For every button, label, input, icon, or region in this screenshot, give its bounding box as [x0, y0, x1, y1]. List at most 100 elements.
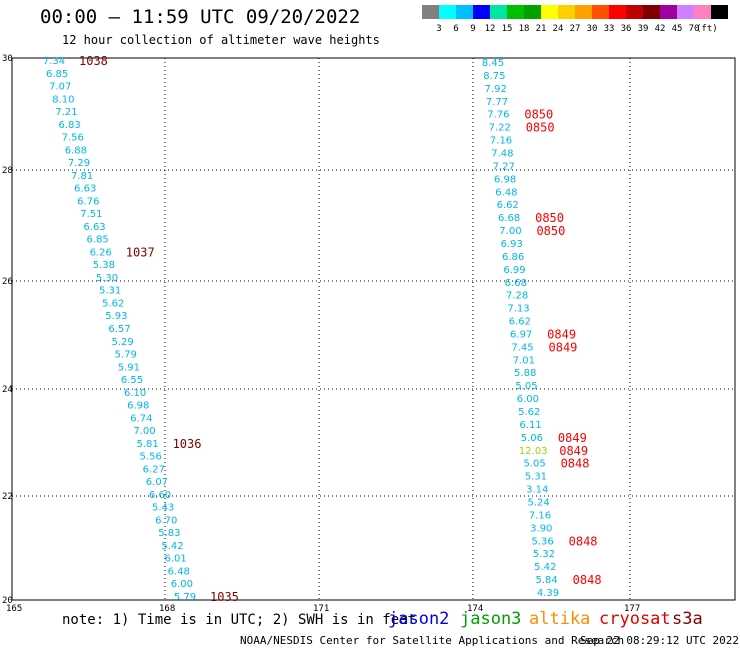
- lon-tick-label: 165: [6, 604, 22, 614]
- swh-label: 7.28: [506, 291, 528, 302]
- time-label: 0849: [549, 340, 578, 354]
- swh-label: 5.43: [152, 503, 174, 514]
- swh-label: 12.03: [519, 446, 548, 457]
- lat-tick-label: 30: [2, 54, 13, 64]
- colorbar-swatch: [626, 5, 643, 19]
- swh-label: 5.31: [525, 472, 547, 483]
- swh-label: 7.76: [487, 110, 509, 121]
- swh-label: 6.01: [165, 554, 187, 565]
- generation-timestamp: Sep 22 08:29:12 UTC 2022: [580, 634, 739, 647]
- colorbar-swatch: [677, 5, 694, 19]
- time-label: 0850: [536, 224, 565, 238]
- swh-label: 7.51: [80, 209, 102, 220]
- lat-tick-label: 24: [2, 385, 13, 395]
- swh-label: 6.86: [502, 252, 524, 263]
- page-subtitle: 12 hour collection of altimeter wave hei…: [62, 33, 380, 47]
- swh-label: 5.84: [536, 575, 558, 586]
- colorbar-swatch: [643, 5, 660, 19]
- swh-label: 6.74: [130, 413, 152, 424]
- colorbar-swatch: [541, 5, 558, 19]
- colorbar-label: 18: [519, 24, 530, 34]
- colorbar-swatch: [609, 5, 626, 19]
- swh-label: 6.00: [517, 394, 539, 405]
- swh-label: 5.83: [158, 528, 180, 539]
- colorbar-swatch: [524, 5, 541, 19]
- colorbar-label: 6: [453, 24, 458, 34]
- colorbar-label: 21: [536, 24, 547, 34]
- swh-label: 6.63: [74, 184, 96, 195]
- swh-label: 4.39: [537, 588, 559, 599]
- lon-tick-label: 174: [467, 604, 483, 614]
- swh-label: 7.21: [55, 107, 77, 118]
- swh-label: 7.48: [491, 148, 513, 159]
- legend-item-s3a: s3a: [672, 609, 703, 629]
- colorbar-label: 24: [553, 24, 564, 34]
- swh-label: 6.26: [90, 247, 112, 258]
- time-label: 1038: [79, 54, 108, 68]
- colorbar-label: 70: [689, 24, 700, 34]
- swh-label: 7.16: [490, 136, 512, 147]
- swh-label: 7.00: [499, 226, 521, 237]
- colorbar-label: 12: [485, 24, 496, 34]
- swh-label: 8.10: [52, 94, 74, 105]
- map-grid: [11, 57, 736, 601]
- colorbar-swatch: [456, 5, 473, 19]
- colorbar-swatch: [473, 5, 490, 19]
- swh-label: 8.45: [482, 58, 504, 69]
- swh-label: 6.85: [46, 69, 68, 80]
- time-label: 0848: [569, 534, 598, 548]
- lat-tick-label: 26: [2, 277, 13, 287]
- axis-ticks: 165 168 171 174 177 30 28 26 24 22 20: [2, 54, 640, 614]
- swh-label: 6.68: [505, 278, 527, 289]
- time-label: 1035: [210, 590, 239, 604]
- swh-label: 5.62: [102, 298, 124, 309]
- colorbar-swatch: [422, 5, 439, 19]
- colorbar-label: (ft): [696, 24, 718, 34]
- swh-label: 6.48: [495, 187, 517, 198]
- swh-label: 5.79: [115, 350, 137, 361]
- colorbar-swatch: [711, 5, 728, 19]
- time-label: 0850: [524, 108, 553, 122]
- colorbar-swatch: [490, 5, 507, 19]
- lon-tick-label: 177: [624, 604, 640, 614]
- swh-label: 5.32: [533, 549, 555, 560]
- swh-label: 5.56: [140, 452, 162, 463]
- time-label: 1036: [173, 437, 202, 451]
- swh-label: 5.06: [521, 433, 543, 444]
- time-label: 0850: [535, 211, 564, 225]
- swh-label: 6.60: [149, 490, 171, 501]
- colorbar-swatch: [660, 5, 677, 19]
- legend-item-jason2: jason2: [388, 609, 450, 629]
- swh-label: 3.90: [530, 523, 552, 534]
- colorbar-label: 45: [672, 24, 683, 34]
- swh-label: 6.00: [171, 579, 193, 590]
- swh-label: 5.24: [527, 498, 549, 509]
- swh-label: 5.88: [514, 368, 536, 379]
- swh-label: 6.76: [77, 196, 99, 207]
- swh-label: 7.45: [511, 342, 533, 353]
- track-right: 8.458.757.927.777.767.227.167.487.276.98…: [482, 58, 602, 599]
- swh-label: 7.29: [68, 158, 90, 169]
- swh-label: 5.29: [111, 337, 133, 348]
- swh-label: 7.92: [485, 84, 507, 95]
- swh-label: 7.27: [493, 161, 515, 172]
- lon-tick-label: 171: [313, 604, 329, 614]
- colorbar-swatch: [439, 5, 456, 19]
- swh-label: 8.75: [483, 71, 505, 82]
- swh-label: 5.38: [93, 260, 115, 271]
- swh-label: 7.34: [43, 56, 65, 67]
- colorbar-swatch: [694, 5, 711, 19]
- swh-label: 5.93: [105, 311, 127, 322]
- swh-label: 6.55: [121, 375, 143, 386]
- swh-label: 5.31: [99, 286, 121, 297]
- swh-label: 7.81: [71, 171, 93, 182]
- swh-label: 6.11: [519, 420, 541, 431]
- colorbar-label: 3: [436, 24, 441, 34]
- swh-label: 7.07: [49, 82, 71, 93]
- time-label: 0848: [573, 573, 602, 587]
- color-scale: 3 6 9 12 15 18 21 24 27 30 33 36 39 42 45 70(ft): [422, 5, 728, 34]
- colorbar-label: 27: [570, 24, 581, 34]
- swh-label: 5.62: [518, 407, 540, 418]
- track-left: 7.34 6.85 7.078.10 7.21 6.83 7.566.88 7.29 7.81…: [43, 54, 239, 604]
